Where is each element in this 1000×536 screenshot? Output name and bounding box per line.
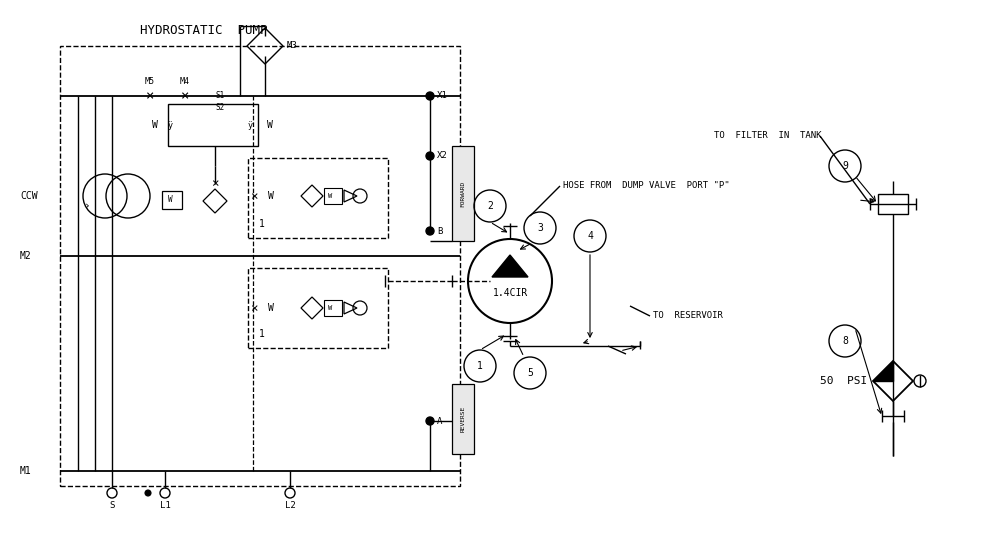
Text: ×: ×: [250, 190, 258, 204]
Text: HOSE FROM  DUMP VALVE  PORT "P": HOSE FROM DUMP VALVE PORT "P": [563, 182, 730, 190]
Text: M5: M5: [145, 78, 155, 86]
Circle shape: [145, 490, 151, 496]
Text: W: W: [328, 193, 332, 199]
Polygon shape: [873, 361, 893, 381]
Text: X2: X2: [437, 152, 448, 160]
Bar: [324, 300, 342, 316]
Text: FORWARD: FORWARD: [460, 181, 466, 207]
Text: M1: M1: [20, 466, 32, 476]
Text: REVERSE: REVERSE: [460, 406, 466, 432]
Text: 4: 4: [587, 231, 593, 241]
Text: W: W: [152, 120, 158, 130]
Text: 1: 1: [259, 329, 265, 339]
Text: ÿ: ÿ: [168, 121, 173, 130]
Text: 3: 3: [537, 223, 543, 233]
Text: X1: X1: [437, 92, 448, 101]
Bar: [168, 104, 258, 146]
Text: 9: 9: [842, 161, 848, 171]
Text: M3: M3: [287, 41, 298, 50]
Text: ÿ: ÿ: [248, 121, 253, 130]
Bar: [452, 146, 474, 241]
Bar: [162, 191, 182, 209]
Circle shape: [426, 92, 434, 100]
Text: S1: S1: [215, 92, 224, 101]
Circle shape: [426, 152, 434, 160]
Text: HYDROSTATIC  PUMP: HYDROSTATIC PUMP: [140, 24, 268, 36]
Text: W: W: [267, 120, 273, 130]
Text: L2: L2: [285, 502, 295, 510]
Text: M2: M2: [20, 251, 32, 261]
Text: 2: 2: [487, 201, 493, 211]
Text: TO  FILTER  IN  TANK: TO FILTER IN TANK: [714, 131, 822, 140]
Text: S2: S2: [215, 103, 224, 113]
Text: S: S: [109, 502, 115, 510]
Text: A: A: [437, 416, 442, 426]
Text: 50  PSI: 50 PSI: [820, 376, 867, 386]
Circle shape: [426, 417, 434, 425]
Text: ×: ×: [250, 302, 258, 316]
Text: 1: 1: [259, 219, 265, 229]
Bar: [878, 194, 908, 214]
Bar: [324, 188, 342, 204]
Text: M4: M4: [180, 78, 190, 86]
Circle shape: [426, 227, 434, 235]
Text: W: W: [328, 305, 332, 311]
Text: 1.4CIR: 1.4CIR: [492, 288, 528, 298]
Text: L1: L1: [160, 502, 170, 510]
Bar: [248, 268, 388, 348]
Text: W: W: [268, 191, 274, 201]
Text: W: W: [168, 195, 173, 204]
Polygon shape: [492, 255, 528, 277]
Text: ×: ×: [146, 89, 154, 103]
Text: CCW: CCW: [20, 191, 38, 201]
Text: ×: ×: [211, 177, 218, 190]
Text: 1: 1: [477, 361, 483, 371]
Text: ×: ×: [181, 89, 189, 103]
Text: ›: ›: [84, 201, 91, 211]
Text: 5: 5: [527, 368, 533, 378]
Text: TO  RESERVOIR: TO RESERVOIR: [653, 311, 723, 321]
Text: 8: 8: [842, 336, 848, 346]
Text: W: W: [268, 303, 274, 313]
Bar: [60, 46, 460, 486]
Bar: [452, 384, 474, 454]
Bar: [248, 158, 388, 238]
Text: B: B: [437, 227, 442, 235]
